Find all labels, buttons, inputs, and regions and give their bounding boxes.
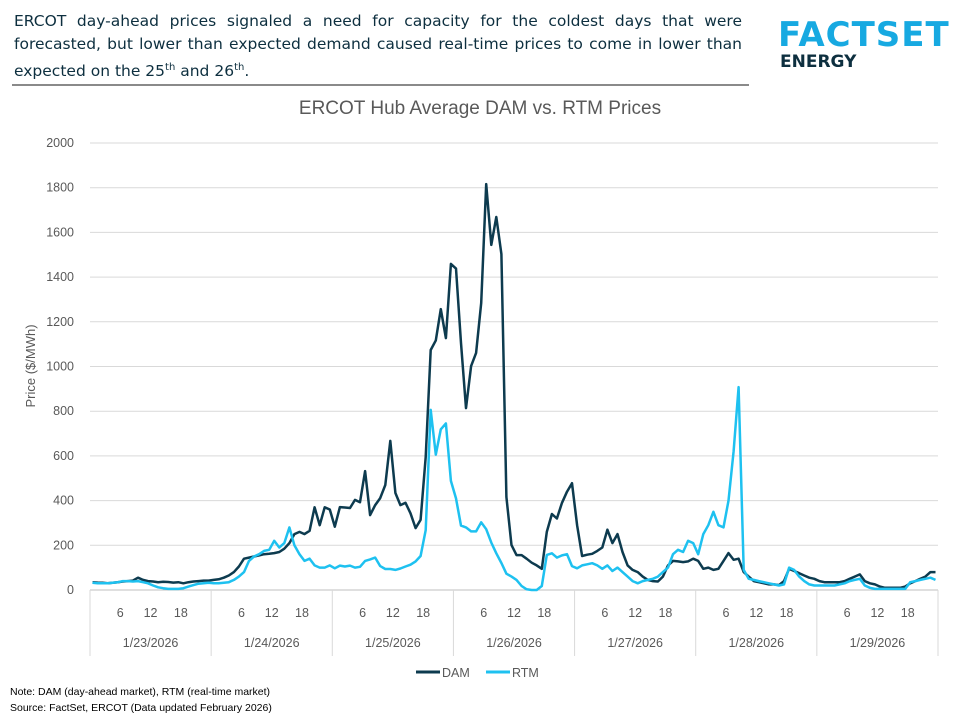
- hour-tick-label: 18: [416, 606, 430, 620]
- hour-tick-label: 6: [723, 606, 730, 620]
- day-label: 1/26/2026: [486, 636, 542, 650]
- series-line-rtm: [92, 385, 936, 592]
- hour-tick-label: 12: [507, 606, 521, 620]
- day-label: 1/29/2026: [850, 636, 906, 650]
- y-tick-label: 1000: [46, 360, 74, 374]
- footnotes: Note: DAM (day-ahead market), RTM (real-…: [10, 684, 272, 716]
- y-tick-label: 200: [53, 538, 74, 552]
- hour-tick-label: 18: [174, 606, 188, 620]
- hour-tick-label: 18: [901, 606, 915, 620]
- gridlines: [90, 142, 938, 591]
- headline: ERCOT day-ahead prices signaled a need f…: [14, 10, 742, 83]
- hour-tick-label: 12: [749, 606, 763, 620]
- headline-text: ERCOT day-ahead prices signaled a need f…: [14, 12, 742, 81]
- y-tick-label: 1200: [46, 315, 74, 329]
- hour-tick-label: 18: [295, 606, 309, 620]
- hour-tick-label: 12: [628, 606, 642, 620]
- day-label: 1/24/2026: [244, 636, 300, 650]
- headline-superscript: th: [234, 62, 245, 73]
- hour-tick-label: 6: [601, 606, 608, 620]
- hour-tick-label: 12: [144, 606, 158, 620]
- y-tick-label: 1800: [46, 181, 74, 195]
- series-line-dam: [92, 182, 936, 590]
- hour-tick-label: 12: [386, 606, 400, 620]
- headline-superscript: th: [165, 62, 176, 73]
- day-label: 1/28/2026: [728, 636, 784, 650]
- logo-subtitle: ENERGY: [780, 52, 857, 72]
- y-axis-ticks: 0 200 400 600 800 1000 1200 1400 1600 1800 2000: [46, 136, 74, 597]
- headline-text: .: [244, 62, 250, 81]
- hour-tick-label: 12: [870, 606, 884, 620]
- hour-tick-label: 18: [658, 606, 672, 620]
- y-tick-label: 2000: [46, 136, 74, 150]
- hour-tick-label: 6: [117, 606, 124, 620]
- factset-energy-logo: FACTSET ENERGY: [778, 18, 950, 72]
- headline-text: and 26: [175, 62, 235, 81]
- y-tick-label: 600: [53, 449, 74, 463]
- y-tick-label: 1400: [46, 270, 74, 284]
- chart-title: ERCOT Hub Average DAM vs. RTM Prices: [298, 98, 662, 119]
- day-label: 1/23/2026: [123, 636, 179, 650]
- day-label: 1/25/2026: [365, 636, 421, 650]
- y-tick-label: 0: [67, 583, 74, 597]
- day-label: 1/27/2026: [607, 636, 663, 650]
- hour-tick-label: 6: [359, 606, 366, 620]
- logo-wordmark: FACTSET: [778, 15, 950, 55]
- hour-tick-label: 6: [480, 606, 487, 620]
- y-axis-label: Price ($/MWh): [23, 324, 38, 407]
- x-axis: 6 12 18 1/23/2026 6 12 18 1/24/2026 6 12 18 1/25/20…: [89, 590, 939, 656]
- hour-tick-label: 18: [780, 606, 794, 620]
- series-lines: [92, 182, 936, 592]
- hour-tick-label: 12: [265, 606, 279, 620]
- legend-label: RTM: [512, 666, 539, 680]
- legend: DAM RTM: [416, 666, 539, 680]
- hour-tick-label: 6: [238, 606, 245, 620]
- legend-label: DAM: [442, 666, 470, 680]
- y-tick-label: 1600: [46, 225, 74, 239]
- hour-tick-label: 6: [844, 606, 851, 620]
- headline-divider: [12, 84, 749, 86]
- y-tick-label: 800: [53, 404, 74, 418]
- hour-tick-label: 18: [537, 606, 551, 620]
- note-text: Note: DAM (day-ahead market), RTM (real-…: [10, 686, 271, 698]
- line-chart: 0 200 400 600 800 1000 1200 1400 1600 1800 2000 6 1…: [23, 136, 939, 680]
- source-text: Source: FactSet, ERCOT (Data updated Feb…: [10, 702, 272, 714]
- y-tick-label: 400: [53, 494, 74, 508]
